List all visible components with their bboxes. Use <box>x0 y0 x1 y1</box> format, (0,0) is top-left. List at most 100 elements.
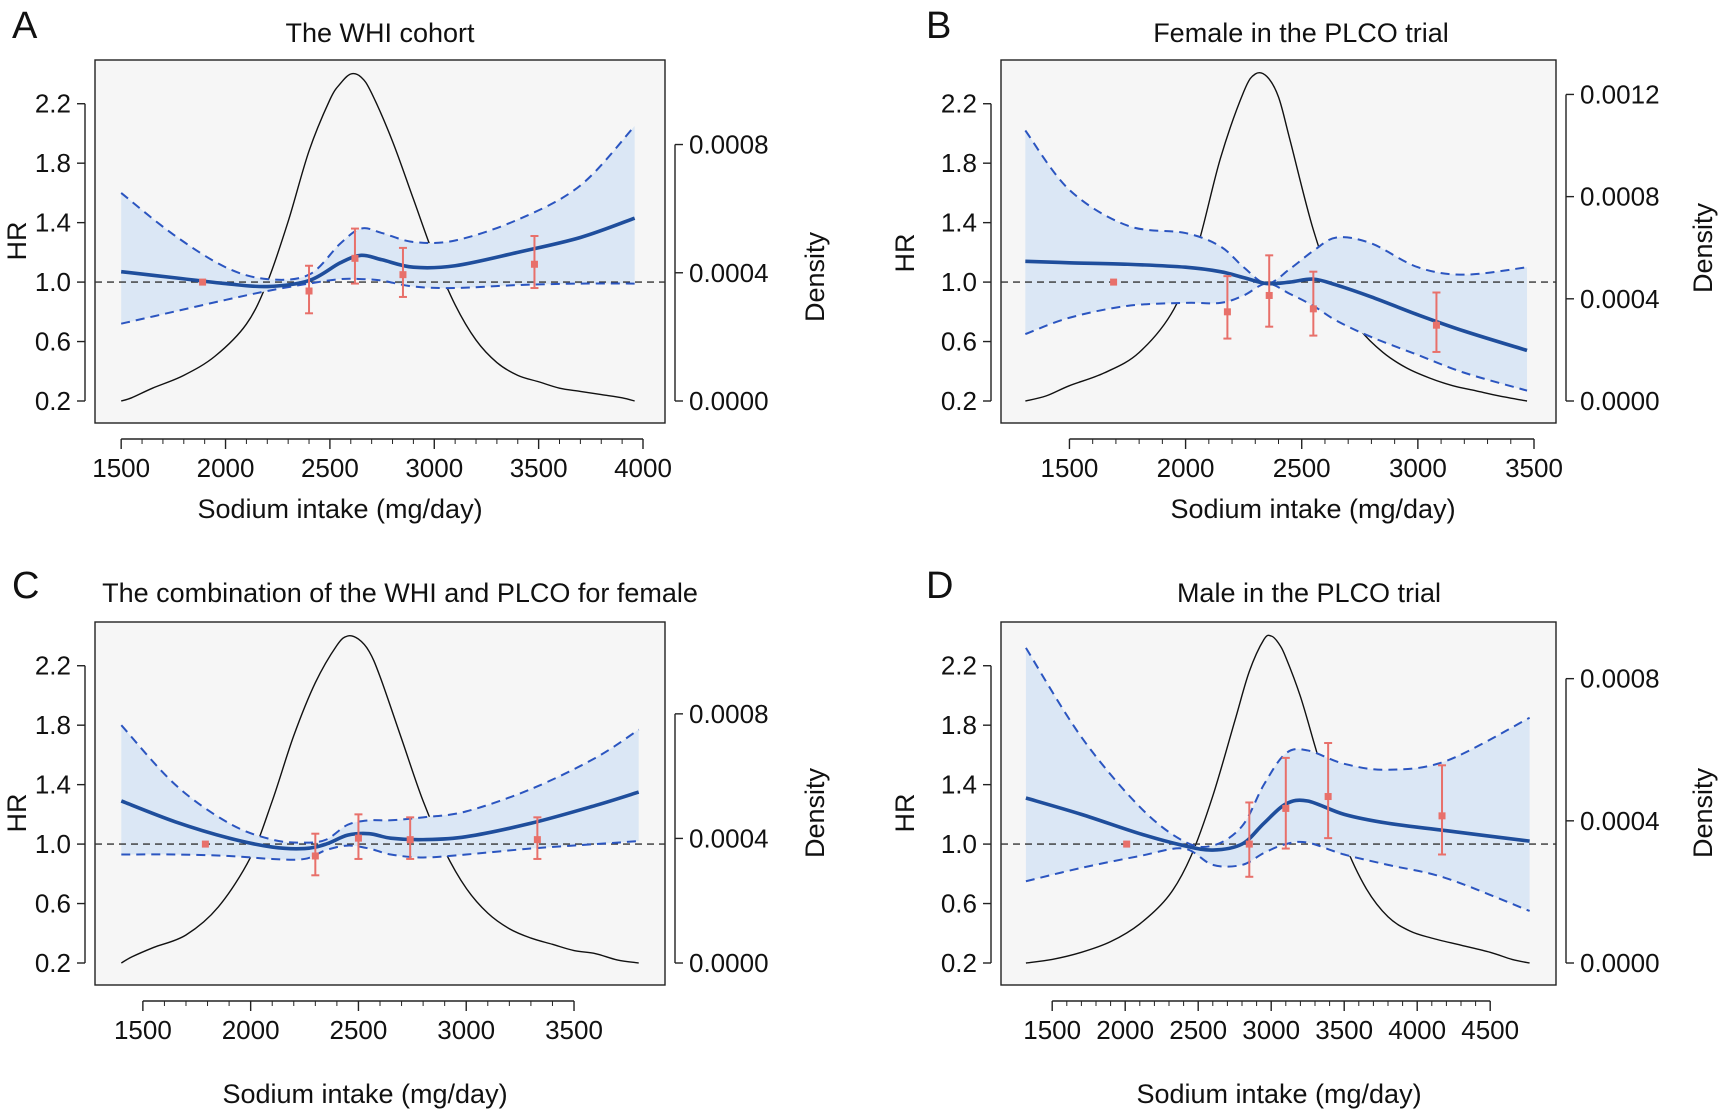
ci-upper-line <box>1025 647 1531 848</box>
x-tick-label: 3000 <box>1242 1015 1300 1045</box>
confidence-band <box>121 126 635 324</box>
panel-d-density-layer <box>1025 634 1530 964</box>
panel-a-y2-axis: 0.0000 0.0004 0.0008 <box>674 130 769 416</box>
panel-c-x-label: Sodium intake (mg/day) <box>222 1079 507 1109</box>
panel-a-ci-layer <box>120 125 636 325</box>
category-point <box>201 840 209 848</box>
panel-c-ci-layer <box>120 724 640 861</box>
panel-c-svg: C The combination of the WHI and PLCO fo… <box>2 565 830 1109</box>
panel-letter-d: D <box>926 565 953 607</box>
point-marker <box>530 260 538 268</box>
panel-c-y2-axis: 0.0000 0.0004 0.0008 <box>674 699 769 978</box>
category-point <box>1123 840 1131 848</box>
category-point <box>533 816 542 860</box>
panel-c-y-axis: 0.2 0.6 1.0 1.4 1.8 2.2 <box>35 651 86 978</box>
y2-tick-label: 0.0000 <box>1580 386 1660 416</box>
y-tick-label: 1.8 <box>35 710 71 740</box>
x-tick-label: 2000 <box>197 453 255 483</box>
panel-d-ci-layer <box>1025 647 1531 912</box>
panel-letter-b: B <box>926 5 951 47</box>
y-tick-label: 2.2 <box>35 89 71 119</box>
x-tick-label: 1500 <box>1023 1015 1081 1045</box>
x-tick-label: 1500 <box>1041 453 1099 483</box>
panel-c-points-layer <box>201 813 542 877</box>
panel-d-y2-axis: 0.0000 0.0004 0.0008 <box>1565 664 1660 978</box>
y-tick-label: 0.6 <box>35 327 71 357</box>
panel-b-title: Female in the PLCO trial <box>1153 18 1449 48</box>
point-marker <box>1245 840 1253 848</box>
panel-a-x-axis: 1500 2000 2500 3000 3500 4000 <box>92 438 672 483</box>
y2-tick-label: 0.0008 <box>1580 664 1660 694</box>
x-tick-label: 3000 <box>437 1015 495 1045</box>
x-tick-label: 4000 <box>1388 1015 1446 1045</box>
x-tick-label: 2000 <box>222 1015 280 1045</box>
panel-d-svg: D Male in the PLCO trial 1500 2000 2500 300… <box>890 565 1718 1109</box>
hr-curve <box>120 216 636 289</box>
density-curve <box>1025 71 1528 402</box>
x-tick-label: 3500 <box>545 1015 603 1045</box>
y-tick-label: 1.8 <box>35 148 71 178</box>
panel-a-points-layer <box>199 227 539 315</box>
y2-tick-label: 0.0012 <box>1580 79 1660 109</box>
panel-b-band-layer <box>1025 130 1528 391</box>
x-tick-label: 2500 <box>301 453 359 483</box>
confidence-band <box>1025 647 1530 911</box>
y2-tick-label: 0.0004 <box>1580 284 1660 314</box>
panel-b-ci-layer <box>1024 129 1528 392</box>
density-curve <box>120 634 639 964</box>
point-marker <box>1432 321 1440 329</box>
x-tick-label: 2500 <box>330 1015 388 1045</box>
point-marker <box>1324 793 1332 801</box>
panel-c-density-layer <box>120 634 639 964</box>
y2-tick-label: 0.0008 <box>689 699 769 729</box>
x-tick-label: 3000 <box>405 453 463 483</box>
panel-b-y2-label: Density <box>1688 202 1718 293</box>
y-tick-label: 1.8 <box>941 148 977 178</box>
category-point <box>1223 275 1232 340</box>
panel-d-curve-layer <box>1025 796 1530 852</box>
ci-lower-line <box>1025 840 1530 912</box>
category-point <box>1309 270 1318 337</box>
density-curve <box>1025 634 1530 964</box>
category-point <box>530 235 539 290</box>
y2-tick-label: 0.0004 <box>1580 806 1660 836</box>
x-tick-label: 3500 <box>1505 453 1563 483</box>
point-marker <box>199 278 207 286</box>
category-point <box>1432 291 1441 353</box>
x-tick-label: 1500 <box>114 1015 172 1045</box>
confidence-band <box>1025 130 1528 391</box>
category-point <box>398 246 407 298</box>
y-tick-label: 1.0 <box>35 267 71 297</box>
panel-d-y2-label: Density <box>1688 767 1718 858</box>
y2-tick-label: 0.0008 <box>1580 182 1660 212</box>
x-tick-label: 3500 <box>1315 1015 1373 1045</box>
category-point <box>406 816 415 860</box>
y2-tick-label: 0.0000 <box>689 948 769 978</box>
y-tick-label: 2.2 <box>35 651 71 681</box>
category-point <box>305 264 314 315</box>
panel-c: C The combination of the WHI and PLCO fo… <box>0 560 864 1120</box>
panel-b-x-axis: 1500 2000 2500 3000 3500 <box>1041 438 1563 483</box>
panel-b-y-axis: 0.2 0.6 1.0 1.4 1.8 2.2 <box>941 89 992 416</box>
category-point <box>1324 742 1333 840</box>
point-marker <box>533 836 541 844</box>
hr-curve <box>120 790 640 851</box>
y-tick-label: 0.6 <box>941 327 977 357</box>
y-tick-label: 0.2 <box>35 948 71 978</box>
y-tick-label: 0.2 <box>941 948 977 978</box>
x-tick-label: 2500 <box>1169 1015 1227 1045</box>
point-marker <box>1223 308 1231 316</box>
panel-d-points-layer <box>1123 742 1447 878</box>
x-tick-label: 3500 <box>510 453 568 483</box>
panel-b-svg: B Female in the PLCO trial 1500 2000 2500 3… <box>890 5 1718 524</box>
point-marker <box>311 852 319 860</box>
y-tick-label: 0.2 <box>35 386 71 416</box>
panel-d-y-axis: 0.2 0.6 1.0 1.4 1.8 2.2 <box>941 651 992 978</box>
panel-b-points-layer <box>1110 254 1441 353</box>
y-tick-label: 0.6 <box>941 889 977 919</box>
y2-tick-label: 0.0000 <box>1580 948 1660 978</box>
x-tick-label: 2000 <box>1157 453 1215 483</box>
point-marker <box>354 834 362 842</box>
density-curve <box>120 72 635 402</box>
panel-b-density-layer <box>1025 71 1528 402</box>
